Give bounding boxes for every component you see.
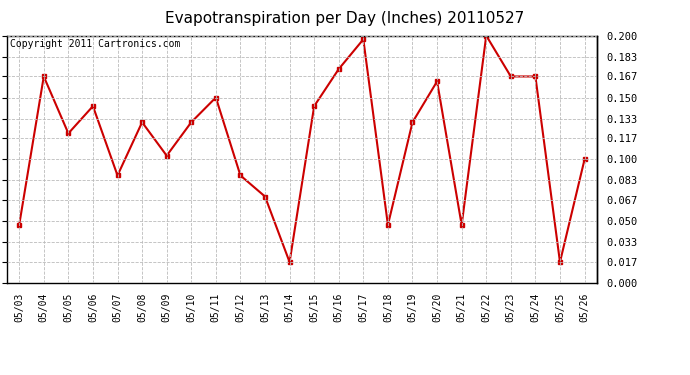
Text: Evapotranspiration per Day (Inches) 20110527: Evapotranspiration per Day (Inches) 2011… — [166, 11, 524, 26]
Text: Copyright 2011 Cartronics.com: Copyright 2011 Cartronics.com — [10, 39, 180, 50]
